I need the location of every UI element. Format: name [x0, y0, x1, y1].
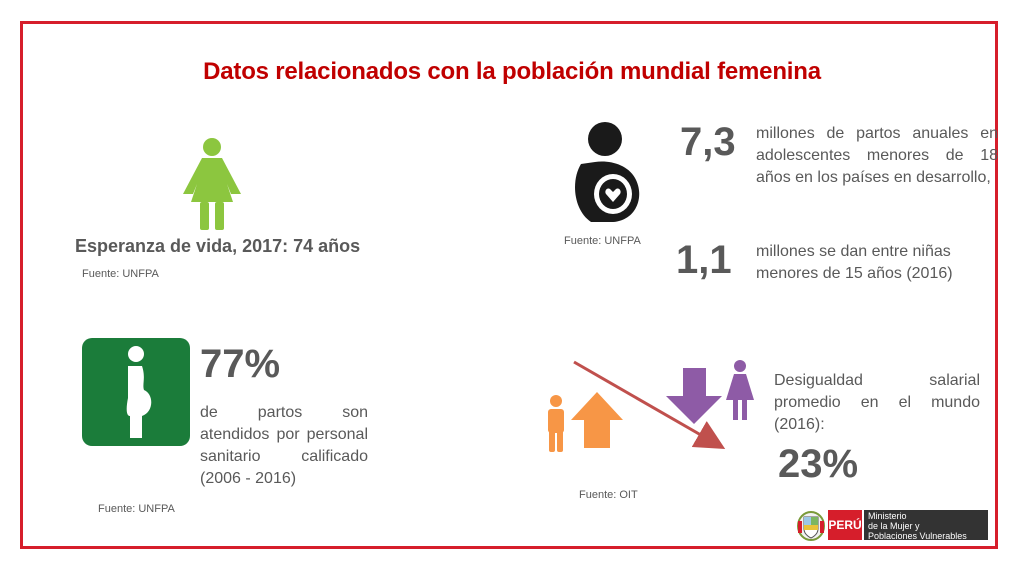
wage-gap-graphic: [548, 360, 754, 452]
ministry-line-1: Ministerio: [868, 511, 907, 521]
decline-arrow: [573, 360, 726, 449]
life-expectancy-source: Fuente: UNFPA: [82, 268, 159, 280]
wage-gap-text: Desigualdad salarial promedio en el mund…: [774, 372, 980, 433]
up-arrow-icon: [571, 392, 623, 448]
down-arrow-icon: [666, 368, 722, 424]
attended-births-source: Fuente: UNFPA: [98, 503, 175, 515]
adolescent-births-source: Fuente: UNFPA: [564, 235, 641, 247]
ministry-line-2: de la Mujer y: [868, 521, 920, 531]
stat-1-1-value: 1,1: [676, 238, 732, 282]
slide-frame: [20, 21, 998, 549]
wage-gap-source: Fuente: OIT: [579, 489, 638, 501]
life-expectancy-label: Esperanza de vida, 2017: 74 años: [75, 236, 361, 256]
mother-baby-icon: [575, 122, 640, 222]
stat-7-3-value: 7,3: [680, 120, 736, 164]
ministry-line-3: Poblaciones Vulnerables: [868, 531, 967, 541]
woman-icon: [183, 138, 241, 230]
stat-7-3-text: millones de partos anuales en adolescent…: [756, 125, 998, 186]
pregnant-woman-icon: [82, 338, 190, 446]
woman-small-icon: [726, 360, 754, 420]
slide-title: Datos relacionados con la población mund…: [203, 58, 821, 85]
attended-births-text: de partos son atendidos por personal san…: [200, 404, 368, 487]
peru-label: PERÚ: [828, 510, 862, 540]
peru-coat-of-arms-icon: [797, 511, 825, 541]
attended-births-value: 77%: [200, 342, 281, 386]
ministry-logo: PERÚ Ministerio de la Mujer y Poblacione…: [792, 505, 988, 545]
man-icon: [548, 395, 564, 452]
wage-gap-value: 23%: [778, 442, 859, 486]
ministry-label: Ministerio de la Mujer y Poblaciones Vul…: [864, 510, 988, 541]
stat-1-1-text: millones se dan entre niñas menores de 1…: [756, 243, 953, 282]
